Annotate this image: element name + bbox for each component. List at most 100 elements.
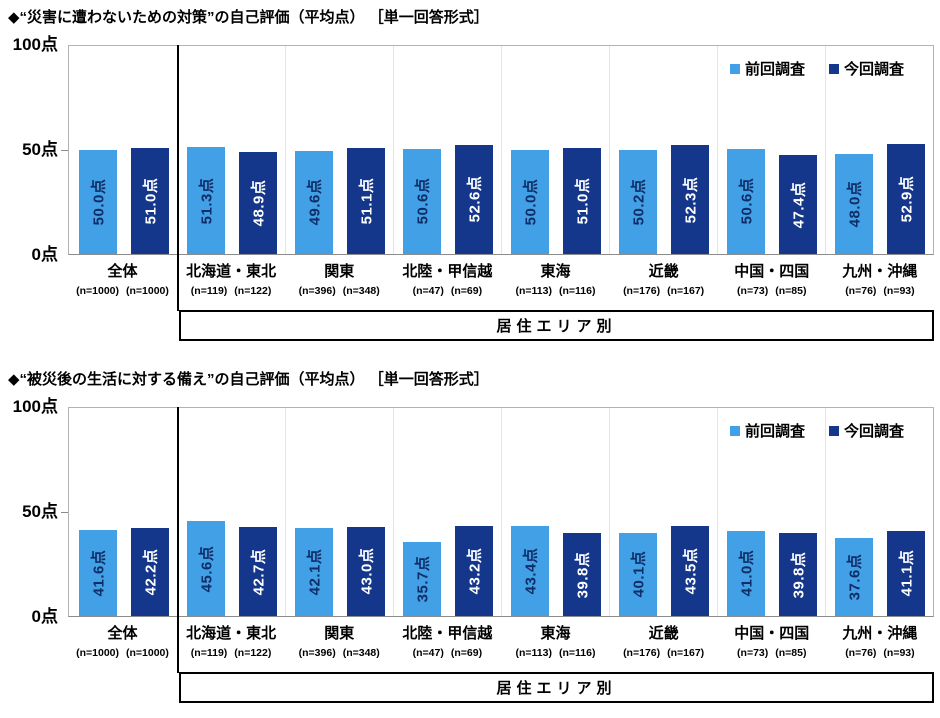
bar-value-label: 42.2点: [142, 548, 159, 596]
sample-size-label: (n=119): [190, 647, 228, 659]
sample-size-cell: (n=1000) (n=1000): [68, 647, 177, 659]
category-label: 東海: [540, 263, 571, 280]
legend-label-previous: 前回調査: [744, 61, 805, 78]
bar-value-label: 43.2点: [466, 547, 483, 595]
sample-size-cell: (n=76) (n=93): [826, 285, 934, 297]
category-label: 北海道・東北: [186, 625, 277, 642]
bar-value-label: 43.4点: [522, 547, 539, 595]
bar-group-5: 40.1点 43.5点: [610, 408, 718, 616]
bar-value-label: 48.9点: [250, 179, 267, 227]
y-axis-tick-50: 50点: [22, 140, 58, 159]
bar-value-label: 50.0点: [522, 178, 539, 226]
bar-previous-survey: 51.3点: [186, 147, 225, 254]
sample-size-cell: (n=47) (n=69): [393, 647, 501, 659]
bar-value-label: 49.6点: [306, 179, 323, 226]
bar-value-label: 43.5点: [682, 547, 699, 595]
category-label: 中国・四国: [734, 263, 810, 280]
bar-previous-survey: 50.6点: [726, 148, 765, 254]
legend-swatch-current-icon: [828, 63, 839, 74]
bar-group-6: 50.6点 47.4点: [718, 46, 826, 254]
bar-group-4: 50.0点 51.0点: [502, 46, 610, 254]
area-group-box: 居住エリア別: [179, 310, 934, 341]
sample-size-cell: (n=119) (n=122): [177, 647, 285, 659]
bar-previous-survey: 40.1点: [618, 532, 657, 616]
sample-size-cell: (n=76) (n=93): [826, 647, 934, 659]
sample-size-label: (n=76): [845, 647, 877, 659]
sample-size-label: (n=1000): [126, 647, 169, 659]
bar-value-label: 41.0点: [738, 549, 755, 597]
bar-group-7: 37.6点 41.1点: [826, 408, 933, 616]
category-label: 北陸・甲信越: [402, 625, 493, 642]
bar-previous-survey: 43.4点: [510, 525, 549, 616]
sample-size-label: (n=167): [667, 285, 705, 297]
bar-current-survey: 48.9点: [238, 152, 277, 254]
bar-value-label: 50.6点: [414, 178, 431, 225]
bar-value-label: 50.6点: [738, 178, 755, 225]
category-label: 全体: [107, 625, 138, 642]
category-label: 全体: [107, 263, 138, 280]
bar-previous-survey: 50.6点: [402, 148, 441, 254]
legend-label-previous: 前回調査: [744, 423, 805, 440]
sample-size-cell: (n=396) (n=348): [285, 647, 393, 659]
legend-label-current: 今回調査: [843, 423, 904, 440]
bar-previous-survey: 41.6点: [78, 529, 117, 616]
sample-size-label: (n=348): [342, 285, 380, 297]
bar-previous-survey: 49.6点: [294, 150, 333, 254]
category-label: 近畿: [648, 625, 679, 642]
bar-current-survey: 51.0点: [130, 147, 169, 254]
bar-previous-survey: 35.7点: [402, 541, 441, 616]
y-axis-tick-100: 100点: [12, 397, 58, 416]
bar-value-label: 51.0点: [574, 177, 591, 225]
bar-previous-survey: 48.0点: [834, 154, 873, 254]
bar-value-label: 51.3点: [198, 177, 215, 225]
sample-size-label: (n=116): [558, 285, 596, 297]
sample-size-cell: (n=119) (n=122): [177, 285, 285, 297]
sample-size-label: (n=119): [190, 285, 228, 297]
overall-region-divider-line: [177, 407, 179, 673]
sample-size-label: (n=122): [234, 285, 272, 297]
bar-group-2: 42.1点 43.0点: [286, 408, 394, 616]
bar-value-label: 52.9点: [898, 175, 915, 223]
category-label: 中国・四国: [734, 625, 810, 642]
bar-current-survey: 39.8点: [562, 533, 601, 616]
bar-group-7: 48.0点 52.9点: [826, 46, 933, 254]
bar-value-label: 41.1点: [898, 549, 915, 597]
sample-size-label: (n=93): [883, 647, 915, 659]
y-axis-tick-mark: [61, 149, 68, 151]
legend-item-previous: 前回調査: [729, 58, 805, 79]
sample-size-cell: (n=73) (n=85): [718, 285, 826, 297]
bar-value-label: 52.3点: [682, 176, 699, 223]
bar-value-label: 41.6点: [90, 549, 107, 597]
sample-size-label: (n=93): [883, 285, 915, 297]
sample-size-label: (n=122): [234, 647, 272, 659]
sample-row: (n=1000) (n=1000) (n=119) (n=122) (n=396) (n=…: [68, 285, 934, 297]
bar-current-survey: 42.2点: [130, 528, 169, 616]
category-label: 北海道・東北: [186, 263, 277, 280]
category-label: 九州・沖縄: [842, 625, 918, 642]
bar-group-3: 35.7点 43.2点: [394, 408, 502, 616]
y-axis-tick-mark: [61, 511, 68, 513]
bar-current-survey: 47.4点: [778, 155, 817, 254]
bar-current-survey: 43.5点: [670, 525, 709, 616]
bar-previous-survey: 45.6点: [186, 521, 225, 616]
chart-title: ◆“災害に遭わないための対策”の自己評価（平均点） ［単一回答形式］: [8, 9, 489, 26]
sample-size-label: (n=73): [737, 285, 769, 297]
sample-size-label: (n=113): [515, 285, 552, 297]
y-axis-tick-0: 0点: [31, 245, 58, 264]
legend: 前回調査 今回調査: [729, 420, 904, 441]
bar-value-label: 50.2点: [630, 178, 647, 226]
bar-current-survey: 51.1点: [346, 147, 385, 254]
legend-item-current: 今回調査: [828, 58, 904, 79]
bar-value-label: 35.7点: [414, 555, 431, 603]
bar-group-4: 43.4点 39.8点: [502, 408, 610, 616]
bar-previous-survey: 50.2点: [618, 149, 657, 254]
bar-value-label: 39.8点: [790, 551, 807, 598]
sample-size-cell: (n=47) (n=69): [393, 285, 501, 297]
bar-previous-survey: 37.6点: [834, 537, 873, 616]
sample-row: (n=1000) (n=1000) (n=119) (n=122) (n=396) (n=…: [68, 647, 934, 659]
bar-group-overall: 41.6点 42.2点: [69, 408, 178, 616]
bar-value-label: 51.0点: [142, 177, 159, 225]
category-row: 全体 北海道・東北 関東 北陸・甲信越 東海 近畿 中国・四国 九州・沖縄: [68, 260, 934, 281]
category-label: 関東: [324, 625, 355, 642]
legend-item-current: 今回調査: [828, 420, 904, 441]
